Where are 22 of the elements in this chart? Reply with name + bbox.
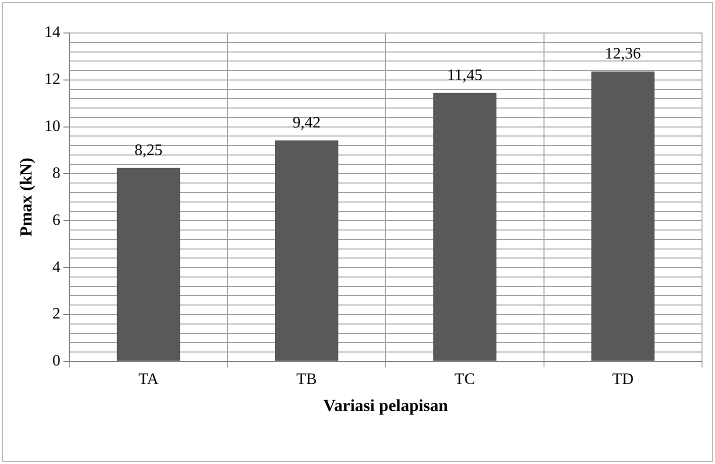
y-tick-label: 4: [52, 258, 60, 276]
bar: [433, 92, 496, 361]
bar: [116, 168, 180, 361]
y-tick-label: 12: [44, 71, 60, 88]
y-tick-label: 14: [44, 24, 60, 42]
y-tick-label: 6: [52, 212, 60, 229]
x-tick-label: TA: [138, 371, 159, 388]
x-tick-label: TC: [454, 371, 475, 388]
y-tick-label: 0: [52, 352, 60, 370]
x-tick-label: TB: [296, 371, 317, 388]
bar: [274, 140, 338, 361]
data-label: 8,25: [134, 142, 162, 160]
y-tick-label: 10: [44, 118, 60, 136]
data-label: 11,45: [447, 67, 482, 84]
x-tick-label: TD: [612, 371, 634, 388]
y-tick-label: 2: [52, 306, 60, 323]
y-axis-title: Pmax (kN): [16, 158, 36, 237]
y-tick-label: 8: [52, 164, 60, 182]
data-label: 12,36: [604, 46, 641, 63]
bar: [591, 71, 655, 361]
x-axis-title: Variasi pelapisan: [323, 396, 449, 416]
data-label: 9,42: [292, 114, 321, 132]
